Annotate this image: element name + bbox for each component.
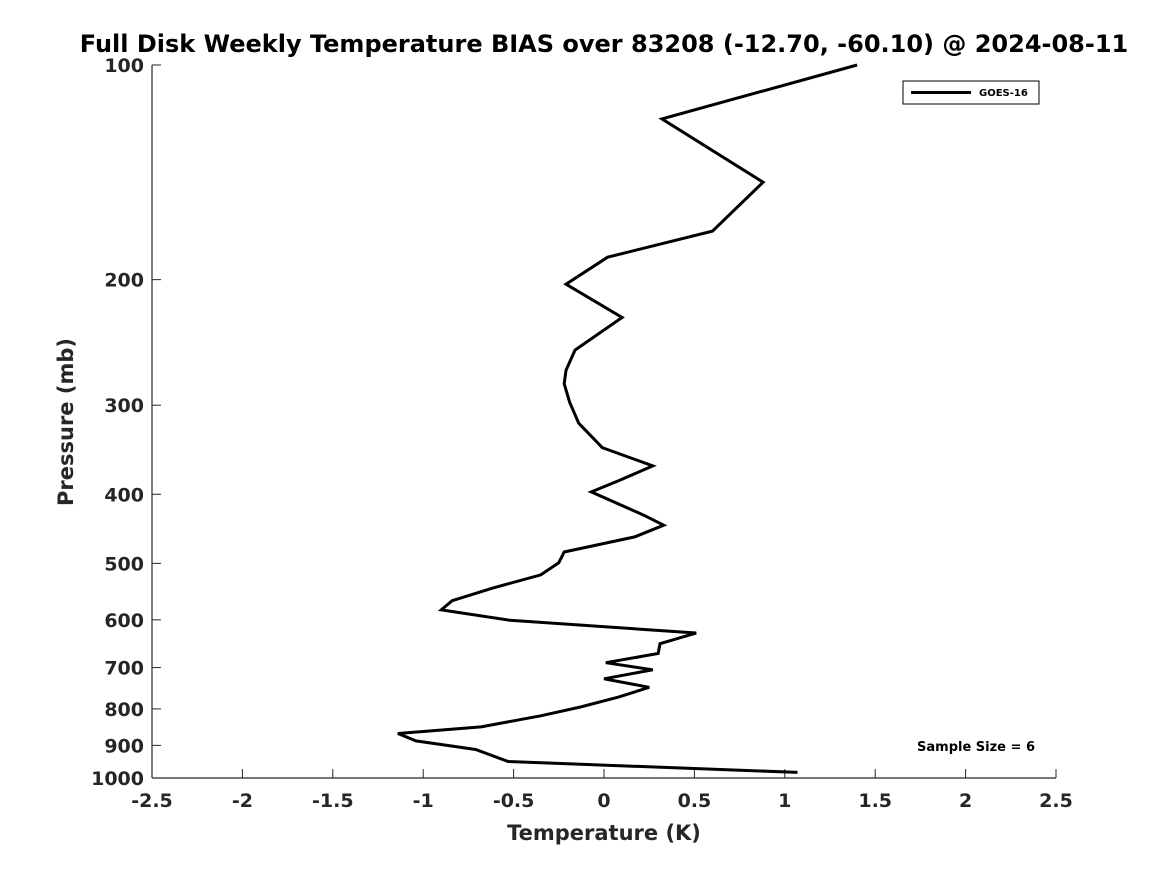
- series-line-goes-16: [397, 63, 858, 774]
- legend-entry-label: GOES-16: [979, 88, 1028, 99]
- x-tick-label: 0.5: [678, 790, 712, 812]
- y-axis-label: Pressure (mb): [54, 338, 78, 506]
- x-tick-label: -2.5: [131, 790, 173, 812]
- series-group: [397, 63, 858, 774]
- x-tick-label: 1.5: [858, 790, 892, 812]
- x-tick-label: 1: [778, 790, 791, 812]
- x-tick-label: 2: [959, 790, 972, 812]
- plot-area: [152, 65, 1056, 778]
- x-axis-label: Temperature (K): [507, 821, 701, 845]
- y-tick-label: 400: [104, 484, 144, 506]
- y-tick-label: 500: [104, 553, 144, 575]
- y-axis-ticks: 100 200 300 400 500 600 700 800 900 1000: [91, 55, 161, 790]
- x-axis-ticks: -2.5 -2 -1.5 -1 -0.5 0 0.5 1 1.5 2 2.5: [131, 769, 1073, 812]
- y-tick-label: 300: [104, 395, 144, 417]
- x-tick-label: -0.5: [493, 790, 535, 812]
- x-tick-label: 0: [597, 790, 610, 812]
- y-tick-label: 900: [104, 735, 144, 757]
- legend: GOES-16: [902, 80, 1040, 105]
- y-tick-label: 800: [104, 699, 144, 721]
- y-tick-label: 100: [104, 55, 144, 77]
- x-tick-label: -1: [413, 790, 434, 812]
- sample-size-annotation: Sample Size = 6: [917, 740, 1035, 755]
- chart-title: Full Disk Weekly Temperature BIAS over 8…: [80, 30, 1128, 58]
- y-tick-label: 700: [104, 658, 144, 680]
- y-tick-label: 200: [104, 270, 144, 292]
- x-tick-label: -1.5: [312, 790, 354, 812]
- y-tick-label: 600: [104, 610, 144, 632]
- y-tick-label: 1000: [91, 768, 144, 790]
- x-tick-label: 2.5: [1039, 790, 1073, 812]
- x-tick-label: -2: [232, 790, 253, 812]
